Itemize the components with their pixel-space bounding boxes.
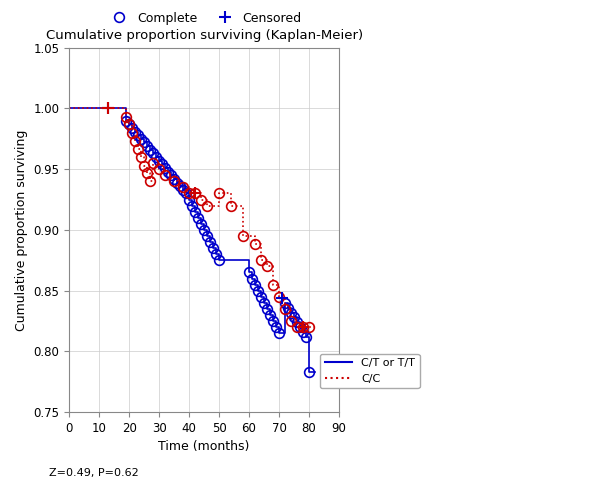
Text: Z=0.49, P=0.62: Z=0.49, P=0.62 bbox=[49, 467, 138, 478]
X-axis label: Time (months): Time (months) bbox=[158, 440, 250, 454]
Legend: C/T or T/T, C/C: C/T or T/T, C/C bbox=[320, 354, 420, 389]
Y-axis label: Cumulative proportion surviving: Cumulative proportion surviving bbox=[15, 129, 28, 331]
Title: Cumulative proportion surviving (Kaplan-Meier): Cumulative proportion surviving (Kaplan-… bbox=[46, 29, 362, 43]
